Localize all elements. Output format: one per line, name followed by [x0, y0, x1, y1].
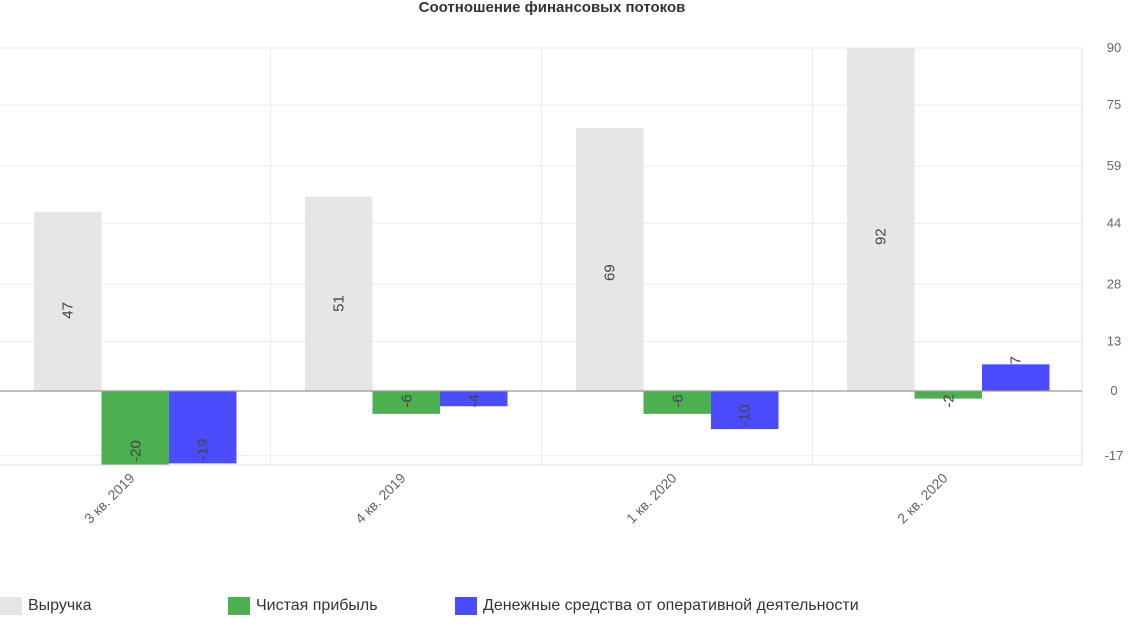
chart: Соотношение финансовых потоков 47-20 -195… — [0, 0, 1124, 527]
data-label: 51 — [331, 295, 348, 312]
data-label: -4 — [466, 394, 483, 407]
bar[interactable] — [440, 391, 508, 407]
y-tick-label: 75 — [1107, 97, 1121, 112]
x-tick-label: 1 кв. 2020 — [623, 470, 680, 527]
legend-swatch-revenue — [0, 597, 22, 615]
data-label: -20 — [127, 440, 144, 462]
y-tick-label: 0 — [1110, 383, 1117, 398]
bar[interactable] — [643, 391, 712, 414]
legend-label-net-profit: Чистая прибыль — [256, 597, 378, 614]
bar[interactable] — [711, 391, 779, 430]
legend-item-operating-cash[interactable]: Денежные средства от оперативной деятель… — [455, 594, 859, 618]
legend-label-revenue: Выручка — [28, 597, 92, 614]
y-tick-label: 44 — [1107, 215, 1121, 230]
x-tick-label: 4 кв. 2019 — [352, 470, 409, 527]
bar[interactable] — [576, 128, 644, 392]
data-label: 7 — [1008, 356, 1025, 364]
bar[interactable] — [914, 391, 983, 399]
legend: Выручка Чистая прибыль Денежные средства… — [0, 594, 1128, 618]
bar[interactable] — [982, 364, 1050, 391]
data-label: -6 — [398, 394, 415, 407]
y-tick-label: 28 — [1107, 276, 1121, 291]
data-label: -19 — [195, 439, 212, 461]
bar[interactable] — [34, 211, 102, 391]
legend-swatch-operating-cash — [455, 597, 477, 615]
bar[interactable] — [847, 48, 915, 391]
y-tick-label: -17 — [1105, 448, 1124, 463]
data-label: -6 — [669, 394, 686, 407]
bar[interactable] — [101, 391, 170, 465]
y-tick-label: 59 — [1107, 158, 1121, 173]
legend-swatch-net-profit — [228, 597, 250, 615]
chart-title: Соотношение финансовых потоков — [419, 0, 686, 16]
data-label: 69 — [602, 264, 619, 281]
y-tick-label: 90 — [1107, 40, 1121, 55]
y-tick-label: 13 — [1107, 333, 1121, 348]
legend-label-operating-cash: Денежные средства от оперативной деятель… — [483, 597, 859, 614]
bar[interactable] — [372, 391, 441, 414]
data-label: 92 — [873, 228, 890, 245]
data-label: 47 — [60, 302, 77, 319]
x-tick-label: 2 кв. 2020 — [894, 470, 951, 527]
data-label: -2 — [940, 394, 957, 407]
data-label: -10 — [737, 404, 754, 426]
legend-item-revenue[interactable]: Выручка — [0, 594, 91, 618]
bar[interactable] — [169, 391, 237, 464]
bar[interactable] — [305, 196, 373, 391]
legend-item-net-profit[interactable]: Чистая прибыль — [228, 594, 378, 618]
x-tick-label: 3 кв. 2019 — [81, 470, 138, 527]
